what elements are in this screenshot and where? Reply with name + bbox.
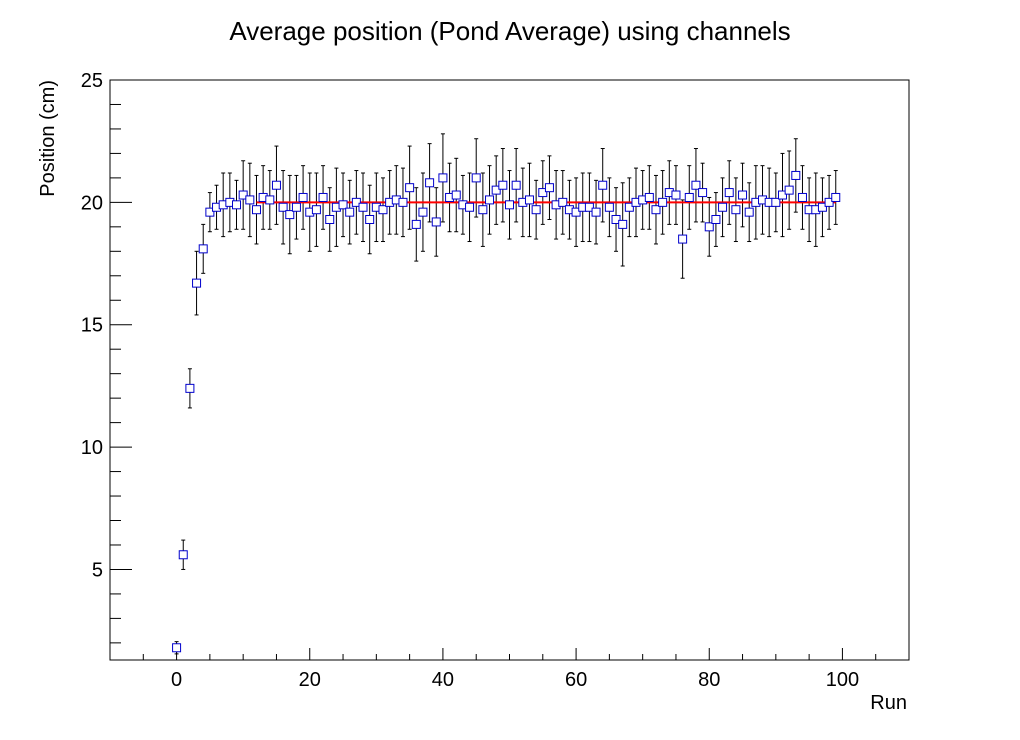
data-point bbox=[438, 173, 448, 183]
data-point bbox=[232, 200, 242, 210]
data-point bbox=[604, 202, 614, 212]
data-point bbox=[544, 183, 554, 193]
data-point bbox=[451, 190, 461, 200]
data-point bbox=[731, 205, 741, 215]
data-point bbox=[658, 197, 668, 207]
data-point bbox=[777, 190, 787, 200]
data-point bbox=[425, 178, 435, 188]
data-point bbox=[178, 550, 188, 560]
data-point bbox=[318, 192, 328, 202]
data-point bbox=[678, 234, 688, 244]
data-point bbox=[378, 205, 388, 215]
data-point bbox=[478, 205, 488, 215]
data-point bbox=[172, 643, 182, 653]
data-point bbox=[498, 180, 508, 190]
data-point bbox=[571, 207, 581, 217]
data-point bbox=[245, 195, 255, 205]
data-point bbox=[471, 173, 481, 183]
data-point bbox=[205, 207, 215, 217]
data-point bbox=[291, 202, 301, 212]
data-point bbox=[285, 210, 295, 220]
data-point bbox=[558, 197, 568, 207]
data-point bbox=[511, 180, 521, 190]
data-point bbox=[771, 197, 781, 207]
data-point bbox=[784, 185, 794, 195]
data-point bbox=[624, 202, 634, 212]
data-point bbox=[531, 205, 541, 215]
data-point bbox=[711, 214, 721, 224]
data-point bbox=[271, 180, 281, 190]
data-point bbox=[198, 244, 208, 254]
data-point bbox=[431, 217, 441, 227]
data-point bbox=[591, 207, 601, 217]
data-point bbox=[298, 192, 308, 202]
data-point bbox=[418, 207, 428, 217]
data-point bbox=[185, 383, 195, 393]
data-point bbox=[238, 190, 248, 200]
data-point bbox=[584, 202, 594, 212]
data-point bbox=[691, 180, 701, 190]
data-point bbox=[651, 205, 661, 215]
data-point bbox=[485, 195, 495, 205]
data-point bbox=[791, 170, 801, 180]
y-tick-label: 20 bbox=[81, 192, 103, 214]
data-point bbox=[411, 219, 421, 229]
data-point bbox=[505, 200, 514, 210]
data-point bbox=[817, 202, 827, 212]
x-axis: 0 20 40 60 80 100 bbox=[142, 648, 877, 691]
data-point bbox=[718, 202, 728, 212]
data-point bbox=[251, 205, 261, 215]
y-axis-label: Position (cm) bbox=[37, 80, 59, 197]
data-point bbox=[684, 192, 694, 202]
x-axis-label: Run bbox=[870, 692, 907, 714]
data-point bbox=[598, 180, 608, 190]
data-point bbox=[744, 207, 754, 217]
data-point bbox=[358, 202, 368, 212]
y-tick-label: 10 bbox=[81, 437, 103, 459]
x-tick-label: 60 bbox=[565, 669, 587, 691]
x-tick-label: 0 bbox=[171, 669, 182, 691]
data-point bbox=[265, 195, 275, 205]
x-tick-label: 20 bbox=[299, 669, 321, 691]
data-point bbox=[671, 190, 681, 200]
x-tick-label: 100 bbox=[826, 669, 859, 691]
data-point bbox=[831, 192, 841, 202]
data-point bbox=[325, 214, 335, 224]
data-points bbox=[172, 170, 841, 653]
data-point bbox=[338, 200, 348, 210]
x-tick-label: 40 bbox=[432, 669, 454, 691]
data-point bbox=[278, 202, 288, 212]
data-point bbox=[644, 192, 654, 202]
data-point bbox=[345, 207, 355, 217]
y-axis: 5 10 15 20 25 bbox=[81, 70, 132, 644]
data-point bbox=[797, 192, 807, 202]
data-point bbox=[311, 205, 321, 215]
data-point bbox=[491, 185, 501, 195]
data-point bbox=[398, 197, 408, 207]
data-point bbox=[351, 197, 361, 207]
data-point bbox=[698, 188, 708, 198]
data-point bbox=[704, 222, 714, 232]
data-point bbox=[524, 195, 534, 205]
data-point bbox=[611, 214, 621, 224]
data-point bbox=[365, 214, 375, 224]
data-point bbox=[738, 190, 748, 200]
chart-title: Average position (Pond Average) using ch… bbox=[229, 16, 790, 46]
y-tick-label: 15 bbox=[81, 315, 103, 337]
data-point bbox=[824, 197, 834, 207]
data-point bbox=[724, 188, 734, 198]
data-point bbox=[538, 188, 548, 198]
x-tick-label: 80 bbox=[698, 669, 720, 691]
data-point bbox=[405, 183, 415, 193]
data-point bbox=[465, 202, 475, 212]
data-point bbox=[618, 219, 628, 229]
data-point bbox=[192, 278, 202, 288]
y-tick-label: 5 bbox=[92, 559, 103, 581]
y-tick-label: 25 bbox=[81, 70, 103, 92]
